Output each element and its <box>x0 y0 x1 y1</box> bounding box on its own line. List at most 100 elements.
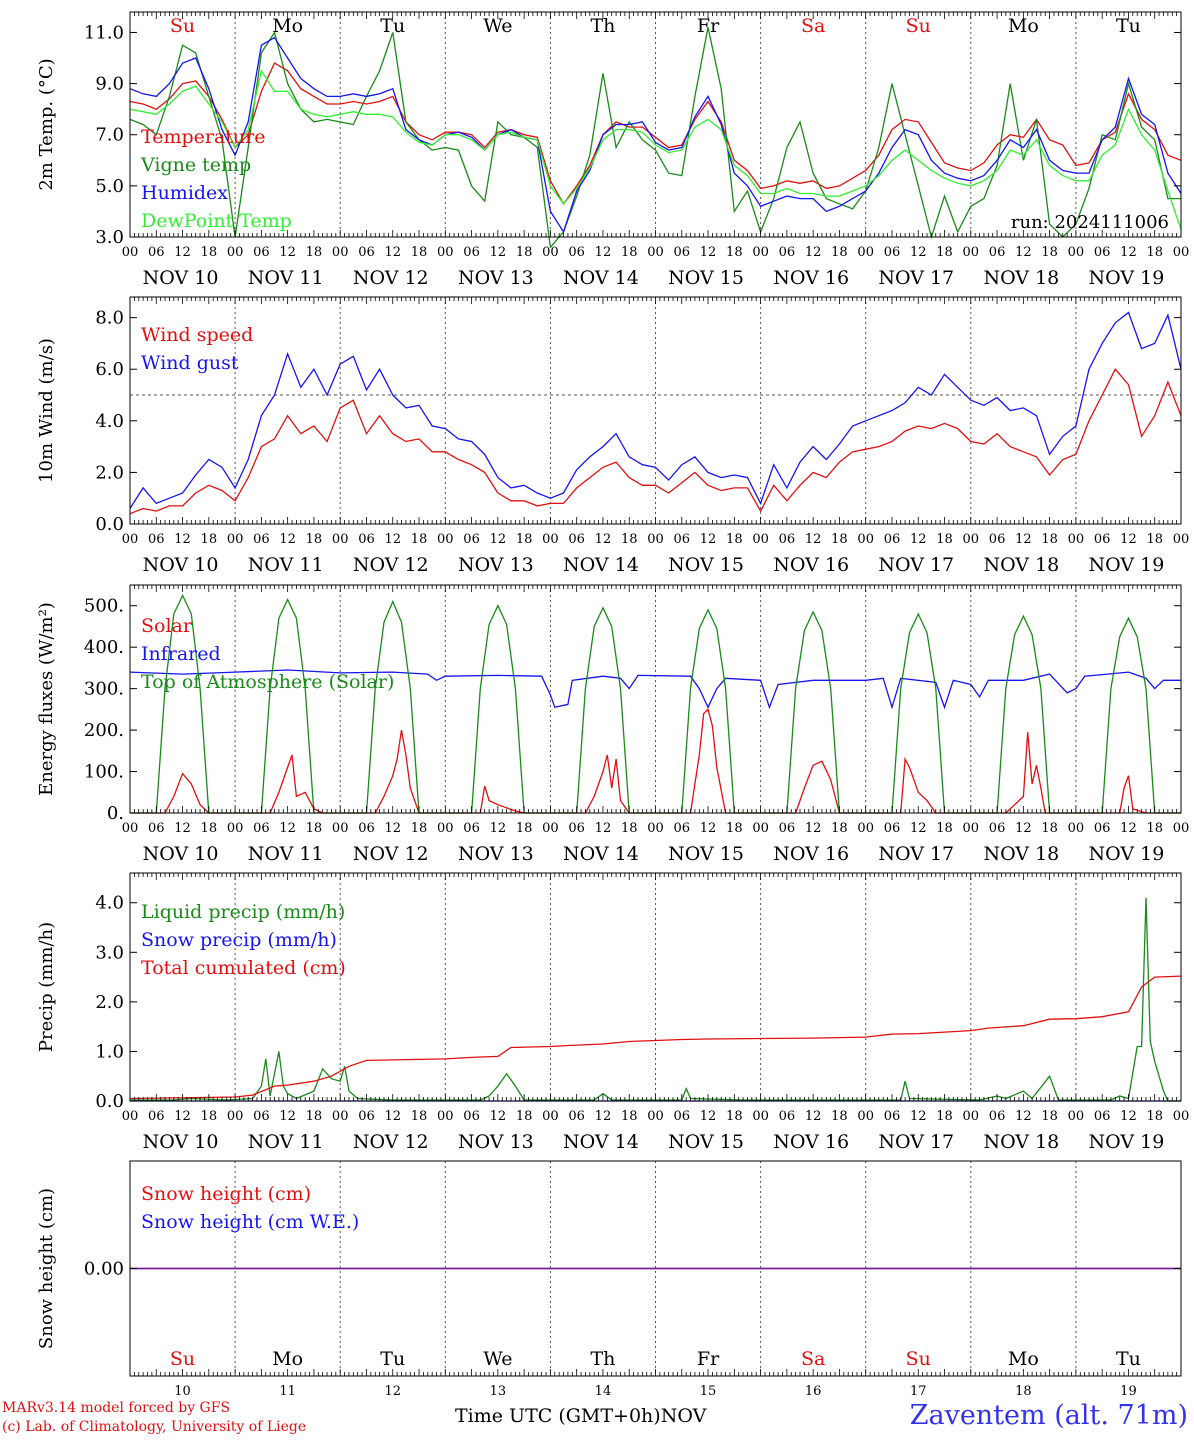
x-hour-label: 12 <box>384 1109 401 1124</box>
y-tick-label: 11.0 <box>84 22 124 43</box>
day-number-label: 14 <box>595 1384 612 1399</box>
y-tick-label: 100. <box>84 762 124 783</box>
x-hour-label: 18 <box>516 1109 533 1124</box>
x-hour-label: 18 <box>1146 532 1163 547</box>
x-date-label: NOV 15 <box>668 267 744 289</box>
x-hour-label: 00 <box>857 1109 874 1124</box>
y-tick-label: 9.0 <box>95 74 124 95</box>
x-hour-label: 06 <box>779 1109 796 1124</box>
x-hour-label: 00 <box>1173 821 1190 836</box>
month-label: NOV <box>660 1405 707 1427</box>
y-tick-label: 0.0 <box>95 1091 124 1112</box>
x-hour-label: 18 <box>726 1109 743 1124</box>
y-tick-label: 7.0 <box>95 125 124 146</box>
series-line-dewpoint-temp <box>129 69 1182 230</box>
x-date-label: NOV 11 <box>248 1131 324 1153</box>
x-date-label: NOV 14 <box>563 843 639 865</box>
x-hour-label: 18 <box>726 532 743 547</box>
x-date-label: NOV 14 <box>563 1131 639 1153</box>
x-hour-label: 00 <box>122 245 139 260</box>
x-hour-label: 00 <box>332 245 349 260</box>
x-hour-label: 18 <box>831 821 848 836</box>
x-hour-label: 12 <box>1015 532 1032 547</box>
grid-layer <box>130 12 1181 1376</box>
y-tick-label: 2.0 <box>95 992 124 1013</box>
x-hour-label: 12 <box>384 245 401 260</box>
x-hour-label: 12 <box>490 532 507 547</box>
x-hour-label: 12 <box>910 1109 927 1124</box>
x-hour-label: 00 <box>1173 245 1190 260</box>
x-hour-label: 06 <box>463 1109 480 1124</box>
y-tick-label: 300. <box>84 679 124 700</box>
x-hour-label: 12 <box>1015 1109 1032 1124</box>
x-hour-label: 06 <box>358 821 375 836</box>
x-hour-label: 12 <box>700 1109 717 1124</box>
day-number-label: 15 <box>700 1384 717 1399</box>
x-date-label: NOV 19 <box>1089 554 1165 576</box>
y-axis-label: Precip (mm/h) <box>36 922 57 1052</box>
x-hour-label: 18 <box>411 821 428 836</box>
x-hour-label: 06 <box>253 1109 270 1124</box>
series-line-humidex <box>129 36 1182 234</box>
x-hour-label: 18 <box>516 532 533 547</box>
y-axis-label: Energy fluxes (W/m²) <box>36 602 57 796</box>
x-hour-label: 00 <box>647 1109 664 1124</box>
x-hour-label: 00 <box>1173 1109 1190 1124</box>
x-hour-label: 12 <box>805 532 822 547</box>
x-hour-label: 18 <box>201 532 218 547</box>
x-hour-label: 00 <box>752 245 769 260</box>
series-line-vigne-temp <box>129 27 1181 249</box>
x-hour-label: 12 <box>490 821 507 836</box>
x-hour-label: 06 <box>884 245 901 260</box>
x-date-label: NOV 18 <box>983 267 1059 289</box>
x-hour-label: 18 <box>726 821 743 836</box>
day-number-label: 13 <box>490 1384 507 1399</box>
x-date-label: NOV 10 <box>143 843 219 865</box>
series-line-temperature <box>129 62 1182 205</box>
weekday-label: Th <box>590 15 615 37</box>
legend-label: Snow height (cm W.E.) <box>141 1211 359 1233</box>
x-hour-label: 06 <box>884 532 901 547</box>
x-hour-label: 12 <box>384 821 401 836</box>
x-hour-label: 18 <box>1041 821 1058 836</box>
x-hour-label: 18 <box>936 1109 953 1124</box>
x-hour-label: 00 <box>122 821 139 836</box>
frame-layer <box>129 11 1182 1377</box>
x-hour-label: 12 <box>700 245 717 260</box>
y-tick-label: 3.0 <box>95 942 124 963</box>
x-hour-label: 06 <box>989 245 1006 260</box>
x-hour-label: 06 <box>884 1109 901 1124</box>
x-hour-label: 18 <box>726 245 743 260</box>
x-hour-label: 12 <box>279 1109 296 1124</box>
series-line-solar <box>130 708 1181 814</box>
weekday-label: Su <box>170 1348 195 1370</box>
weekday-label: Tu <box>1116 1348 1141 1370</box>
x-date-label: NOV 19 <box>1089 843 1165 865</box>
y-tick-label: 8.0 <box>95 308 124 329</box>
x-hour-label: 18 <box>516 821 533 836</box>
x-date-label: NOV 16 <box>773 1131 849 1153</box>
xaxis-title: Time UTC (GMT+0h)NOV <box>455 1405 706 1427</box>
y-tick-label: 3.0 <box>95 227 124 248</box>
x-hour-label: 00 <box>437 821 454 836</box>
x-hour-label: 00 <box>647 245 664 260</box>
x-hour-label: 00 <box>227 1109 244 1124</box>
x-hour-label: 06 <box>674 821 691 836</box>
run-label: run: 2024111006 <box>1011 212 1169 233</box>
x-hour-label: 12 <box>174 245 191 260</box>
x-hour-label: 12 <box>910 821 927 836</box>
weekday-label: Mo <box>272 1348 303 1370</box>
x-hour-label: 06 <box>884 821 901 836</box>
weekday-label: Mo <box>272 15 303 37</box>
x-date-label: NOV 13 <box>458 267 534 289</box>
x-date-label: NOV 13 <box>458 1131 534 1153</box>
x-hour-label: 00 <box>857 245 874 260</box>
x-hour-label: 18 <box>1146 821 1163 836</box>
weekday-label: Su <box>170 15 195 37</box>
x-date-label: NOV 11 <box>248 554 324 576</box>
x-date-label: NOV 15 <box>668 1131 744 1153</box>
x-hour-label: 12 <box>1015 245 1032 260</box>
legend-label: Wind gust <box>141 352 239 374</box>
x-hour-label: 06 <box>568 1109 585 1124</box>
